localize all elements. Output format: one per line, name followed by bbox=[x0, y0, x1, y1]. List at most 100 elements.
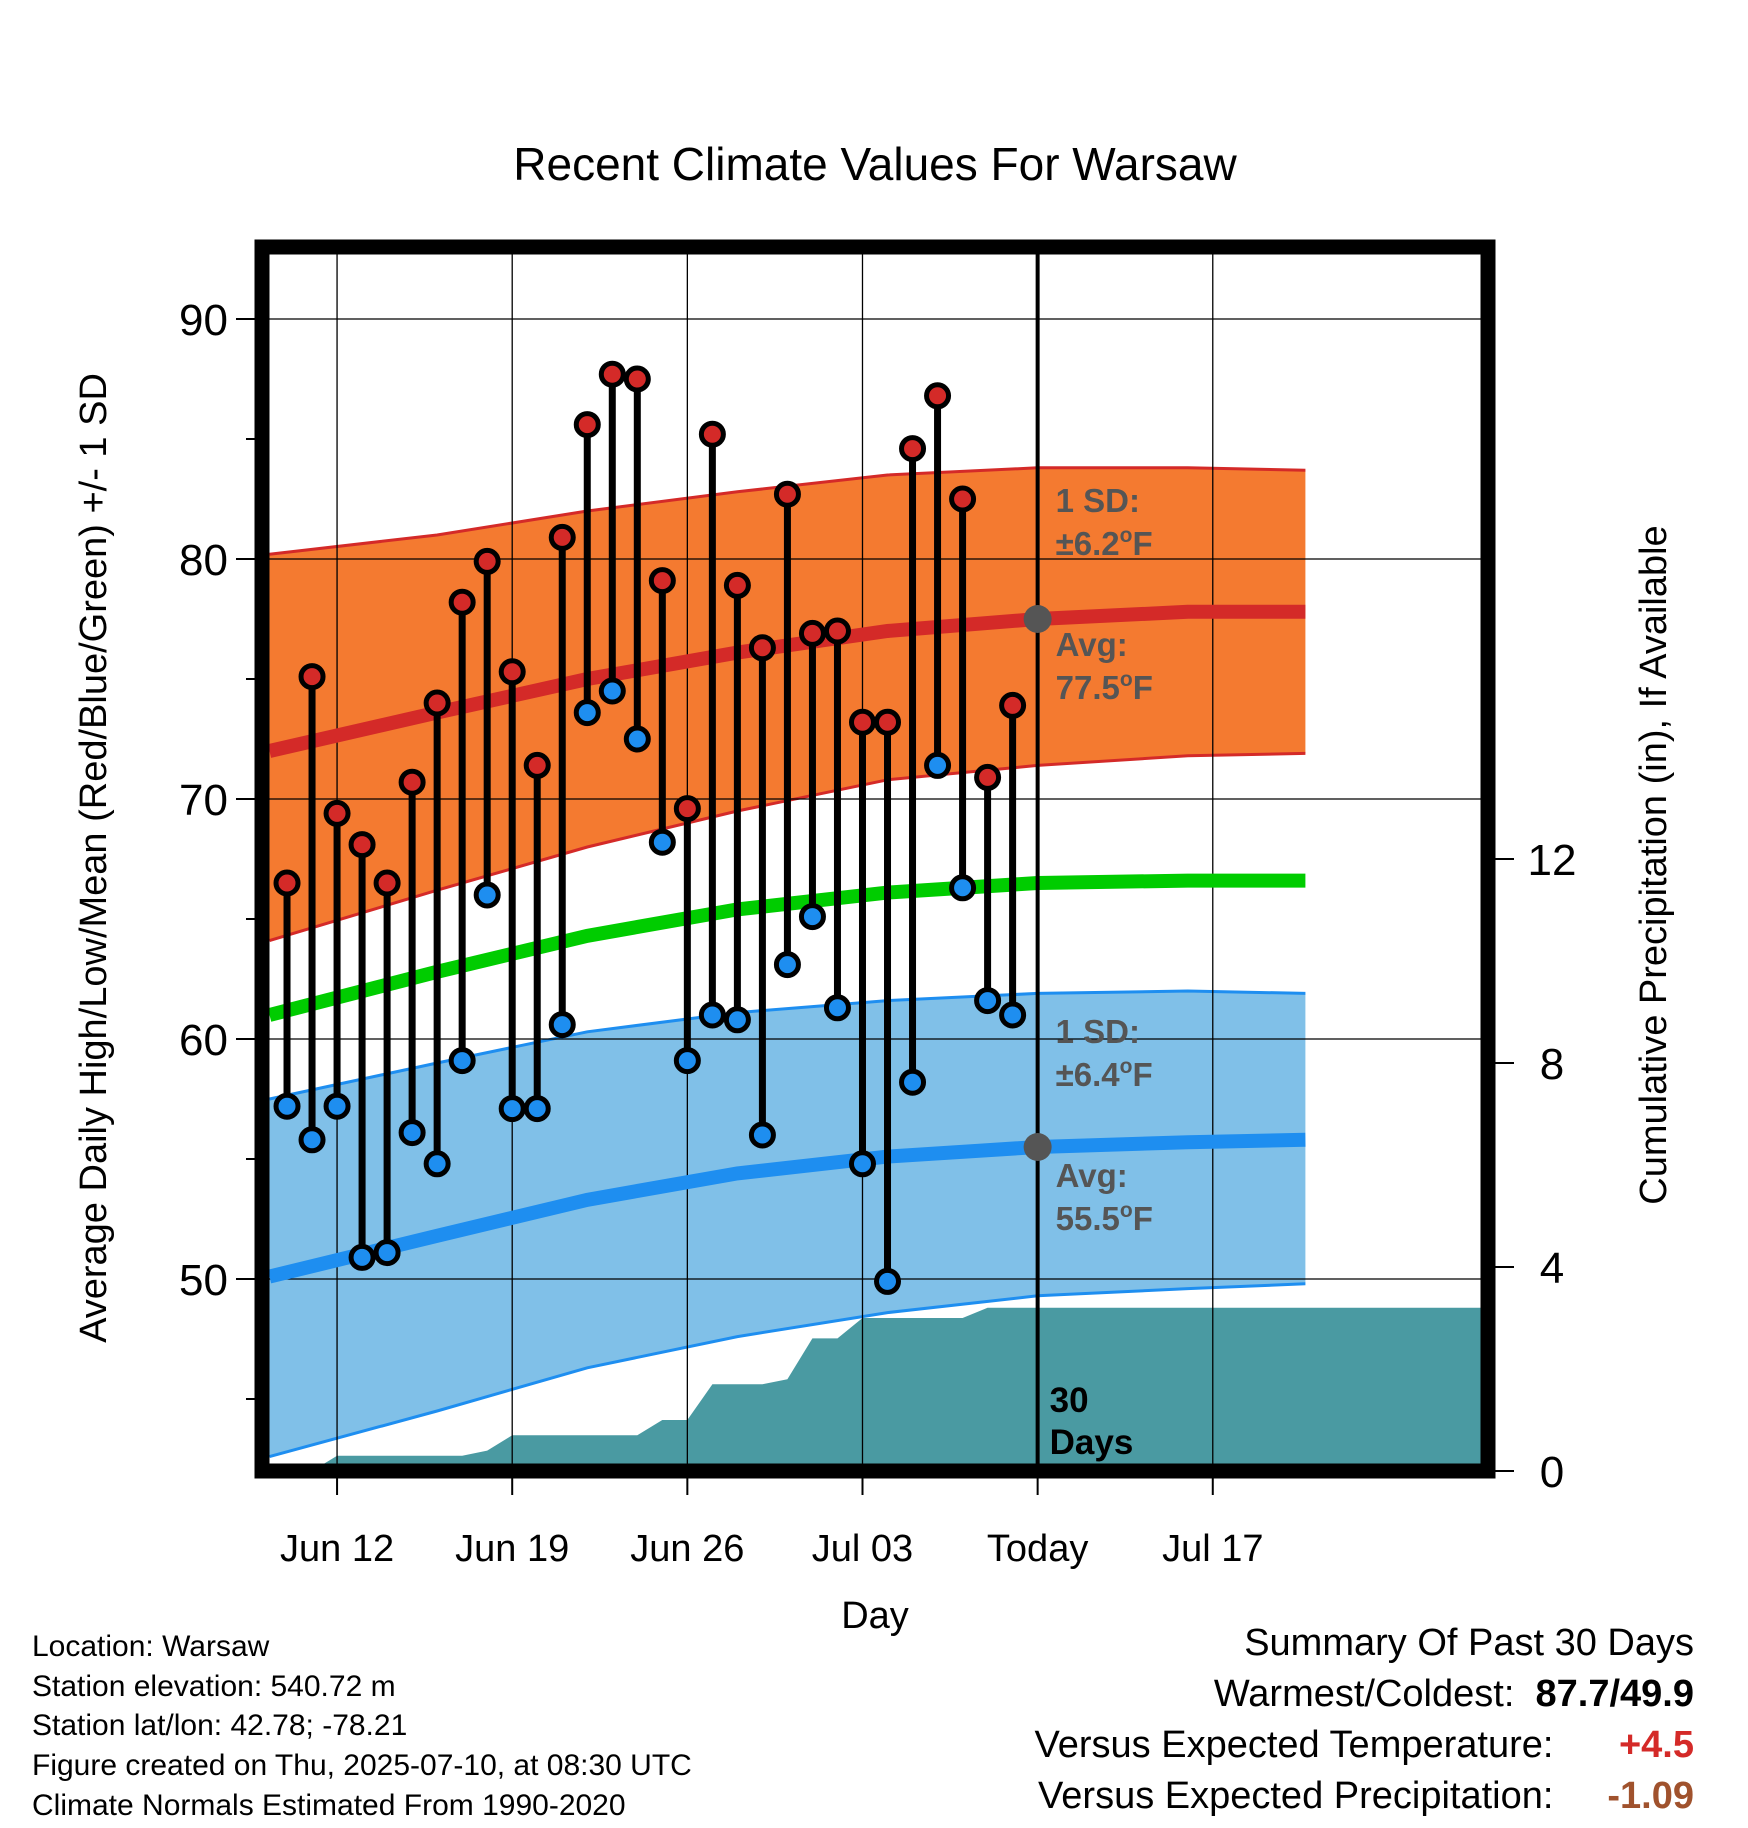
x-tick-label: Jul 17 bbox=[1162, 1528, 1263, 1570]
high-sd-annotation-unit: F bbox=[1132, 525, 1152, 562]
daily-low-point bbox=[648, 828, 676, 856]
daily-low-point bbox=[723, 1006, 751, 1034]
y-tick-label-right: 12 bbox=[1528, 836, 1577, 885]
info-normals: Climate Normals Estimated From 1990-2020 bbox=[32, 1789, 626, 1822]
daily-low-point bbox=[999, 1001, 1027, 1029]
daily-high-point bbox=[899, 435, 927, 463]
daily-low-point bbox=[874, 1267, 902, 1295]
daily-high-point bbox=[874, 708, 902, 736]
today-high-avg-marker bbox=[1023, 605, 1052, 633]
daily-low-point bbox=[974, 987, 1002, 1015]
y-axis-label-left: Average Daily High/Low/Mean (Red/Blue/Gr… bbox=[73, 373, 115, 1343]
y-tick-label-left: 80 bbox=[179, 536, 228, 585]
high-avg-annotation-degree: o bbox=[1120, 668, 1133, 691]
info-elevation: Station elevation: 540.72 m bbox=[32, 1670, 396, 1703]
daily-high-point bbox=[698, 420, 726, 448]
info-created: Figure created on Thu, 2025-07-10, at 08… bbox=[32, 1749, 692, 1782]
low-avg-annotation-line1: Avg: bbox=[1056, 1157, 1128, 1194]
daily-high-point bbox=[823, 617, 851, 645]
temp-value: +4.5 bbox=[1618, 1724, 1694, 1766]
x-tick-label: Jun 26 bbox=[630, 1528, 744, 1570]
daily-high-point bbox=[924, 382, 952, 410]
daily-high-point bbox=[673, 795, 701, 823]
daily-high-point bbox=[573, 411, 601, 439]
daily-high-point bbox=[298, 663, 326, 691]
low-avg-annotation-unit: F bbox=[1133, 1200, 1153, 1237]
daily-low-point bbox=[798, 903, 826, 931]
high-avg-annotation-unit: F bbox=[1133, 669, 1153, 706]
daily-high-point bbox=[723, 571, 751, 599]
period-annotation-line1: 30 bbox=[1050, 1381, 1089, 1420]
info-location: Location: Warsaw bbox=[32, 1630, 270, 1663]
y-tick-label-right: 0 bbox=[1540, 1448, 1564, 1497]
chart-title: Recent Climate Values For Warsaw bbox=[513, 138, 1237, 190]
daily-high-point bbox=[848, 708, 876, 736]
y-tick-label-right: 4 bbox=[1540, 1244, 1564, 1293]
daily-high-point bbox=[598, 360, 626, 388]
y-tick-label-right: 8 bbox=[1540, 1040, 1564, 1089]
x-axis-label: Day bbox=[841, 1595, 909, 1637]
low-avg-annotation-line2: 55.5oF bbox=[1056, 1199, 1153, 1237]
daily-low-point bbox=[273, 1092, 301, 1120]
daily-high-point bbox=[548, 523, 576, 551]
high-avg-annotation-line2: 77.5oF bbox=[1056, 668, 1153, 706]
daily-low-point bbox=[498, 1095, 526, 1123]
daily-high-point bbox=[398, 768, 426, 796]
x-tick-label: Today bbox=[987, 1528, 1088, 1570]
daily-high-point bbox=[648, 567, 676, 595]
high-sd-annotation-line1: 1 SD: bbox=[1056, 482, 1140, 519]
daily-high-point bbox=[498, 658, 526, 686]
daily-high-point bbox=[473, 547, 501, 575]
y-tick-label-left: 90 bbox=[179, 296, 228, 345]
daily-high-point bbox=[798, 619, 826, 647]
info-latlon: Station lat/lon: 42.78; -78.21 bbox=[32, 1709, 408, 1742]
x-tick-label: Jun 19 bbox=[455, 1528, 569, 1570]
period-annotation-line2: Days bbox=[1050, 1423, 1134, 1462]
daily-low-point bbox=[748, 1121, 776, 1149]
low-sd-annotation-degree: o bbox=[1120, 1055, 1133, 1078]
daily-low-point bbox=[298, 1126, 326, 1154]
daily-low-point bbox=[323, 1092, 351, 1120]
y-tick-label-left: 70 bbox=[179, 776, 228, 825]
daily-high-point bbox=[523, 751, 551, 779]
precip-value: -1.09 bbox=[1607, 1775, 1694, 1817]
daily-high-point bbox=[373, 869, 401, 897]
low-sd-annotation-line1: 1 SD: bbox=[1056, 1013, 1140, 1050]
warm-cold-label: Warmest/Coldest: bbox=[1213, 1673, 1515, 1715]
low-avg-annotation-degree: o bbox=[1120, 1199, 1133, 1222]
high-avg-annotation-line1: Avg: bbox=[1056, 626, 1128, 663]
daily-high-point bbox=[748, 634, 776, 662]
daily-high-point bbox=[348, 831, 376, 859]
daily-high-point bbox=[949, 485, 977, 513]
high-sd-upper-edge bbox=[269, 466, 1306, 556]
daily-low-point bbox=[448, 1047, 476, 1075]
daily-high-point bbox=[623, 365, 651, 393]
low-sd-lower-edge bbox=[269, 1282, 1306, 1459]
x-tick-label: Jul 03 bbox=[812, 1528, 913, 1570]
daily-low-point bbox=[523, 1095, 551, 1123]
daily-high-point bbox=[273, 869, 301, 897]
daily-low-point bbox=[823, 994, 851, 1022]
daily-low-point bbox=[598, 677, 626, 705]
daily-low-point bbox=[398, 1119, 426, 1147]
daily-low-point bbox=[899, 1068, 927, 1096]
daily-low-point bbox=[848, 1150, 876, 1178]
high-sd-annotation-degree: o bbox=[1120, 524, 1133, 547]
daily-low-point bbox=[924, 751, 952, 779]
y-tick-label-left: 60 bbox=[179, 1016, 228, 1065]
low-mean-line bbox=[267, 1132, 1306, 1284]
daily-low-point bbox=[623, 725, 651, 753]
daily-low-point bbox=[548, 1011, 576, 1039]
daily-high-point bbox=[974, 763, 1002, 791]
daily-high-point bbox=[448, 588, 476, 616]
daily-high-point bbox=[323, 799, 351, 827]
daily-low-point bbox=[573, 699, 601, 727]
daily-high-point bbox=[423, 689, 451, 717]
daily-low-point bbox=[473, 881, 501, 909]
temp-label: Versus Expected Temperature: bbox=[1034, 1724, 1554, 1766]
precip-area bbox=[262, 1307, 1488, 1471]
daily-high-point bbox=[999, 691, 1027, 719]
daily-high-point bbox=[773, 480, 801, 508]
summary-precip: Versus Expected Precipitation: -1.09 bbox=[1038, 1775, 1694, 1818]
